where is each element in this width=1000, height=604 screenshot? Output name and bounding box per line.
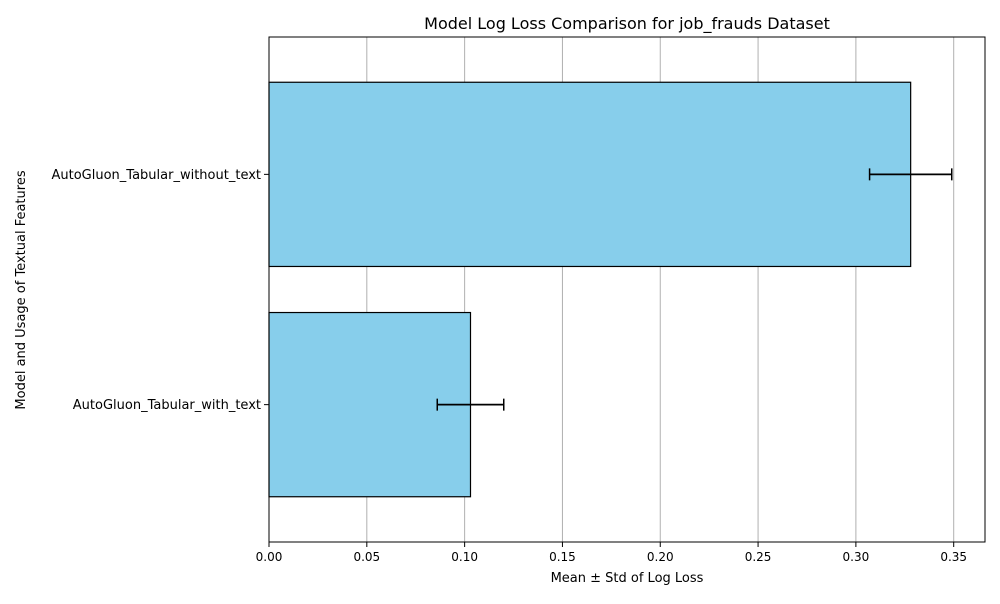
x-tick-label-6: 0.30: [843, 550, 870, 564]
error-bars-layer: [436, 168, 953, 411]
error-bar-AutoGluon_Tabular_without_text: [868, 168, 953, 181]
ticks-layer: 0.00 0.05 0.10 0.15 0.20 0.25 0.30 0.35 AutoGluo…: [52, 168, 968, 564]
x-tick-label-2: 0.10: [451, 550, 478, 564]
error-bar-AutoGluon_Tabular_with_text: [436, 398, 505, 411]
bars-layer: [268, 81, 912, 498]
x-tick-label-7: 0.35: [940, 550, 967, 564]
chart-title: Model Log Loss Comparison for job_frauds…: [424, 14, 830, 34]
x-tick-label-1: 0.05: [353, 550, 380, 564]
x-tick-label-4: 0.20: [647, 550, 674, 564]
y-tick-label-AutoGluon_Tabular_without_text: AutoGluon_Tabular_without_text: [52, 168, 262, 183]
x-axis-label: Mean ± Std of Log Loss: [551, 571, 704, 586]
x-tick-label-5: 0.25: [745, 550, 772, 564]
y-tick-label-AutoGluon_Tabular_with_text: AutoGluon_Tabular_with_text: [73, 398, 261, 413]
bar-AutoGluon_Tabular_without_text: [268, 81, 912, 268]
axes-layer: [268, 36, 986, 543]
x-tick-label-3: 0.15: [549, 550, 576, 564]
y-axis-label: Model and Usage of Textual Features: [14, 170, 29, 409]
plot-frame: [268, 36, 986, 543]
x-tick-label-0: 0.00: [256, 550, 283, 564]
